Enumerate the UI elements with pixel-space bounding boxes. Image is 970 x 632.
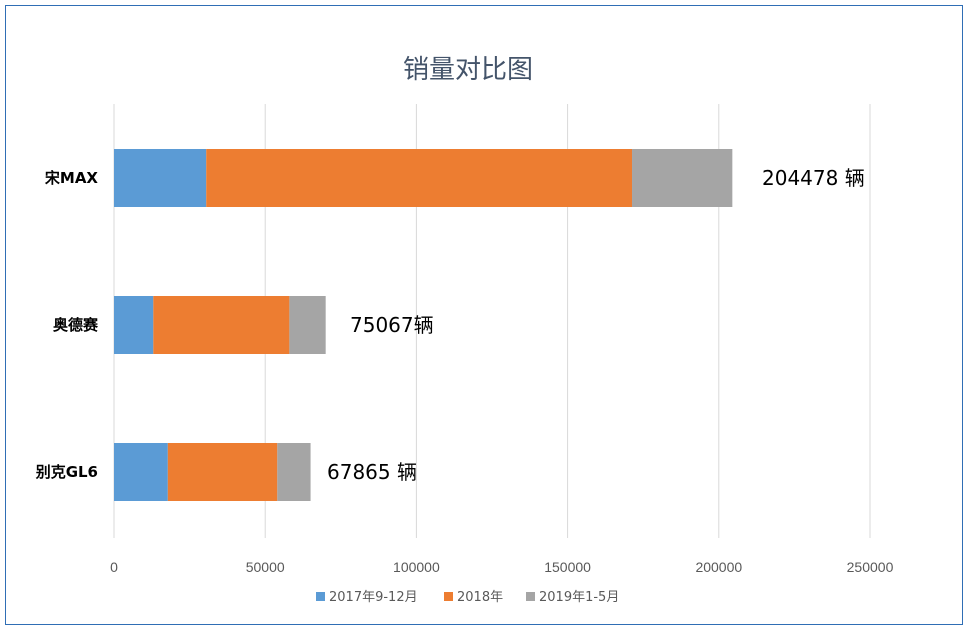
bar-segment xyxy=(277,443,311,501)
x-tick-label: 150000 xyxy=(544,559,591,575)
total-annotation: 67865 辆 xyxy=(327,460,417,484)
legend-swatch xyxy=(316,592,325,601)
bar-segment xyxy=(153,296,290,354)
bar-segment xyxy=(114,296,154,354)
legend-swatch xyxy=(526,592,535,601)
x-tick-label: 0 xyxy=(110,559,118,575)
total-annotations: 204478 辆 75067辆 67865 辆 xyxy=(327,166,865,484)
legend-label: 2017年9-12月 xyxy=(329,590,418,605)
x-tick-label: 100000 xyxy=(393,559,440,575)
legend: 2017年9-12月 2018年 2019年1-5月 xyxy=(316,590,619,605)
legend-label: 2019年1-5月 xyxy=(539,590,619,605)
bar-segment xyxy=(114,443,168,501)
category-label: 奥德赛 xyxy=(53,316,99,334)
legend-label: 2018年 xyxy=(457,590,503,605)
x-tick-label: 50000 xyxy=(246,559,285,575)
bar-segment xyxy=(114,149,207,207)
x-tick-label: 200000 xyxy=(695,559,742,575)
category-label: 宋MAX xyxy=(44,169,99,187)
total-annotation: 75067辆 xyxy=(350,313,434,337)
total-annotation: 204478 辆 xyxy=(762,166,865,190)
bar-segment xyxy=(206,149,633,207)
bar-segment xyxy=(632,149,733,207)
bar-segment xyxy=(289,296,326,354)
x-axis-ticks: 0 50000 100000 150000 200000 250000 xyxy=(110,559,893,575)
chart-title: 销量对比图 xyxy=(403,55,533,85)
category-label: 别克GL6 xyxy=(35,463,98,481)
bar-segment xyxy=(167,443,278,501)
bars xyxy=(114,149,733,501)
legend-swatch xyxy=(444,592,453,601)
x-tick-label: 250000 xyxy=(847,559,894,575)
